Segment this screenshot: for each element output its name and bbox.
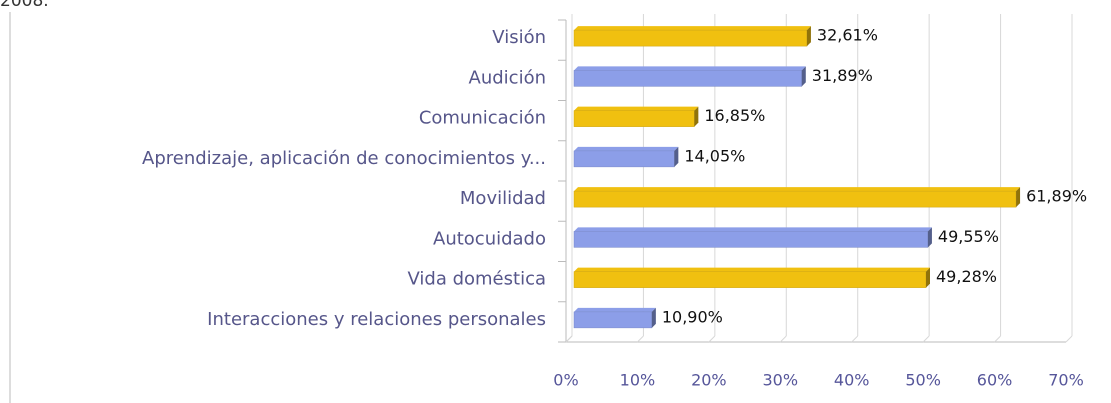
x-tick-label: 30% bbox=[763, 371, 799, 390]
bar bbox=[573, 307, 656, 329]
category-label: Comunicación bbox=[419, 108, 546, 129]
bar-front bbox=[573, 311, 653, 329]
grid-line bbox=[637, 335, 644, 343]
grid-line bbox=[708, 335, 716, 343]
bar-side bbox=[927, 227, 932, 248]
bar-top bbox=[574, 26, 811, 31]
x-tick-label: 40% bbox=[834, 371, 870, 390]
bar-side bbox=[674, 146, 679, 167]
grid-line bbox=[851, 335, 859, 343]
bar-top bbox=[574, 307, 656, 312]
category-label: Interacciones y relaciones personales bbox=[207, 309, 546, 330]
value-label: 16,85% bbox=[704, 106, 765, 125]
category-label: Audición bbox=[469, 67, 546, 88]
bar-top bbox=[574, 66, 806, 71]
caption: 2008. bbox=[0, 0, 49, 11]
value-label: 31,89% bbox=[812, 66, 873, 85]
x-tick-label: 70% bbox=[1048, 371, 1084, 390]
value-label: 32,61% bbox=[817, 26, 878, 45]
bar bbox=[573, 187, 1021, 208]
bar-front bbox=[573, 271, 927, 288]
x-tick-label: 20% bbox=[691, 371, 727, 390]
bar-top bbox=[574, 267, 930, 272]
grid-line bbox=[565, 335, 573, 343]
bar-top bbox=[574, 106, 699, 111]
category-label: Movilidad bbox=[460, 188, 546, 209]
bar-front bbox=[573, 231, 929, 248]
grid-line bbox=[922, 335, 930, 343]
bar-side bbox=[651, 307, 656, 328]
bar-top bbox=[574, 187, 1021, 192]
bar bbox=[573, 227, 932, 248]
bar-front bbox=[573, 150, 675, 168]
bar-side bbox=[926, 267, 930, 288]
bar bbox=[573, 106, 699, 127]
bar bbox=[573, 26, 811, 47]
value-label: 14,05% bbox=[684, 146, 745, 165]
grid-line bbox=[1065, 335, 1073, 343]
value-label: 61,89% bbox=[1026, 187, 1087, 206]
bar-top bbox=[574, 227, 932, 232]
bar bbox=[573, 267, 930, 288]
value-label: 49,55% bbox=[938, 227, 999, 246]
x-tick-label: 10% bbox=[620, 371, 656, 390]
bar-front bbox=[573, 29, 808, 47]
grid-line bbox=[779, 335, 787, 343]
bar-front bbox=[573, 190, 1017, 208]
bar-front bbox=[573, 110, 695, 127]
bar bbox=[573, 66, 806, 87]
x-tick-label: 60% bbox=[977, 371, 1013, 390]
bar-top bbox=[574, 146, 679, 151]
value-label: 49,28% bbox=[936, 267, 997, 286]
bar-side bbox=[806, 26, 811, 47]
category-label: Visión bbox=[492, 27, 546, 48]
bar bbox=[573, 146, 679, 168]
category-label: Autocuidado bbox=[433, 228, 546, 249]
category-label: Aprendizaje, aplicación de conocimientos… bbox=[142, 148, 546, 169]
bar-front bbox=[573, 70, 803, 87]
bar-side bbox=[801, 66, 806, 87]
bar-side bbox=[694, 106, 699, 127]
x-tick-label: 0% bbox=[553, 371, 578, 390]
x-tick-label: 50% bbox=[905, 371, 941, 390]
bar-side bbox=[1016, 187, 1021, 208]
value-label: 10,90% bbox=[662, 307, 723, 326]
category-label: Vida doméstica bbox=[407, 269, 546, 290]
grid-line bbox=[994, 335, 1001, 343]
